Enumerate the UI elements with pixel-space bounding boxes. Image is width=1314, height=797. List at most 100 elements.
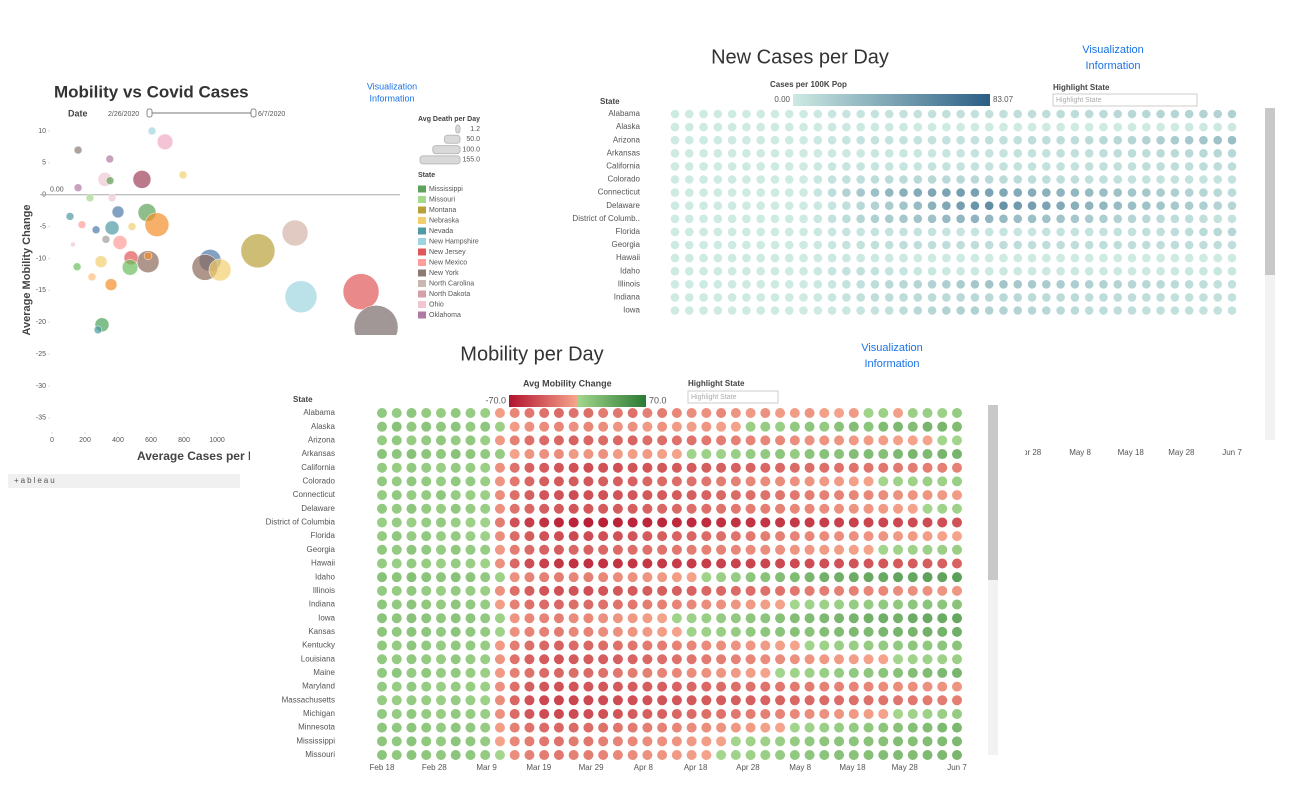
day-dot[interactable] bbox=[804, 736, 815, 747]
day-dot[interactable] bbox=[377, 626, 387, 637]
day-dot[interactable] bbox=[834, 490, 845, 501]
day-dot[interactable] bbox=[670, 240, 680, 250]
day-dot[interactable] bbox=[509, 681, 520, 692]
day-dot[interactable] bbox=[539, 667, 550, 678]
day-dot[interactable] bbox=[716, 667, 727, 678]
day-dot[interactable] bbox=[1070, 122, 1080, 132]
day-dot[interactable] bbox=[756, 306, 765, 315]
day-dot[interactable] bbox=[922, 640, 933, 651]
day-dot[interactable] bbox=[539, 626, 550, 637]
day-dot[interactable] bbox=[907, 421, 918, 432]
day-dot[interactable] bbox=[907, 517, 918, 528]
day-dot[interactable] bbox=[799, 162, 808, 171]
day-dot[interactable] bbox=[701, 626, 712, 637]
day-dot[interactable] bbox=[568, 421, 579, 432]
day-dot[interactable] bbox=[804, 667, 815, 678]
day-dot[interactable] bbox=[893, 613, 904, 624]
day-dot[interactable] bbox=[834, 517, 845, 528]
day-dot[interactable] bbox=[863, 544, 874, 555]
day-dot[interactable] bbox=[450, 681, 461, 692]
bubble[interactable] bbox=[87, 272, 97, 282]
day-dot[interactable] bbox=[770, 201, 780, 210]
day-dot[interactable] bbox=[834, 558, 845, 569]
day-dot[interactable] bbox=[884, 214, 894, 224]
day-dot[interactable] bbox=[799, 109, 808, 119]
day-dot[interactable] bbox=[1199, 188, 1208, 197]
day-dot[interactable] bbox=[827, 266, 837, 276]
day-dot[interactable] bbox=[1113, 293, 1123, 302]
day-dot[interactable] bbox=[1099, 240, 1108, 250]
day-dot[interactable] bbox=[1113, 214, 1123, 224]
day-dot[interactable] bbox=[742, 122, 751, 132]
day-dot[interactable] bbox=[553, 462, 564, 473]
day-dot[interactable] bbox=[956, 253, 965, 263]
day-dot[interactable] bbox=[583, 681, 594, 692]
day-dot[interactable] bbox=[804, 490, 815, 501]
day-dot[interactable] bbox=[742, 253, 751, 263]
day-dot[interactable] bbox=[1099, 122, 1108, 132]
day-dot[interactable] bbox=[952, 517, 962, 528]
day-dot[interactable] bbox=[377, 599, 387, 610]
day-dot[interactable] bbox=[1184, 293, 1194, 302]
day-dot[interactable] bbox=[1213, 109, 1223, 119]
day-dot[interactable] bbox=[863, 503, 874, 514]
day-dot[interactable] bbox=[1170, 280, 1180, 289]
day-dot[interactable] bbox=[450, 722, 461, 733]
day-dot[interactable] bbox=[1213, 240, 1223, 250]
day-dot[interactable] bbox=[435, 695, 446, 706]
day-dot[interactable] bbox=[1042, 227, 1051, 237]
day-dot[interactable] bbox=[627, 667, 638, 678]
day-dot[interactable] bbox=[421, 490, 432, 501]
day-dot[interactable] bbox=[494, 681, 505, 692]
day-dot[interactable] bbox=[1070, 201, 1080, 210]
day-dot[interactable] bbox=[686, 408, 697, 418]
day-dot[interactable] bbox=[1027, 293, 1037, 302]
day-dot[interactable] bbox=[465, 490, 476, 501]
day-dot[interactable] bbox=[1184, 162, 1194, 171]
day-dot[interactable] bbox=[760, 667, 771, 678]
day-dot[interactable] bbox=[686, 736, 697, 747]
day-dot[interactable] bbox=[884, 240, 894, 250]
day-dot[interactable] bbox=[450, 667, 461, 678]
day-dot[interactable] bbox=[671, 544, 682, 555]
bubble[interactable] bbox=[73, 145, 83, 155]
day-dot[interactable] bbox=[657, 695, 668, 706]
day-dot[interactable] bbox=[421, 449, 432, 460]
day-dot[interactable] bbox=[775, 421, 786, 432]
day-dot[interactable] bbox=[1199, 266, 1208, 276]
day-dot[interactable] bbox=[684, 162, 694, 171]
day-dot[interactable] bbox=[657, 544, 668, 555]
day-dot[interactable] bbox=[465, 640, 476, 651]
day-dot[interactable] bbox=[701, 585, 712, 596]
day-dot[interactable] bbox=[927, 214, 937, 224]
day-dot[interactable] bbox=[922, 708, 933, 719]
day-dot[interactable] bbox=[1042, 109, 1051, 119]
day-dot[interactable] bbox=[1170, 175, 1180, 184]
day-dot[interactable] bbox=[727, 175, 737, 184]
day-dot[interactable] bbox=[1227, 149, 1237, 158]
day-dot[interactable] bbox=[927, 293, 937, 302]
day-dot[interactable] bbox=[713, 162, 723, 171]
bubble[interactable] bbox=[105, 154, 114, 164]
day-dot[interactable] bbox=[956, 306, 965, 315]
day-dot[interactable] bbox=[856, 135, 865, 145]
day-dot[interactable] bbox=[612, 750, 623, 760]
day-dot[interactable] bbox=[377, 558, 387, 569]
day-dot[interactable] bbox=[671, 462, 682, 473]
day-dot[interactable] bbox=[1156, 109, 1165, 119]
day-dot[interactable] bbox=[1013, 162, 1023, 171]
day-dot[interactable] bbox=[377, 708, 387, 719]
day-dot[interactable] bbox=[642, 558, 653, 569]
day-dot[interactable] bbox=[716, 613, 727, 624]
day-dot[interactable] bbox=[583, 544, 594, 555]
day-dot[interactable] bbox=[827, 306, 837, 315]
day-dot[interactable] bbox=[1199, 214, 1208, 224]
day-dot[interactable] bbox=[539, 750, 550, 760]
day-dot[interactable] bbox=[999, 240, 1008, 250]
day-dot[interactable] bbox=[598, 585, 609, 596]
day-dot[interactable] bbox=[465, 408, 476, 418]
day-dot[interactable] bbox=[568, 490, 579, 501]
day-dot[interactable] bbox=[627, 654, 638, 665]
day-dot[interactable] bbox=[760, 449, 771, 460]
day-dot[interactable] bbox=[391, 490, 402, 501]
